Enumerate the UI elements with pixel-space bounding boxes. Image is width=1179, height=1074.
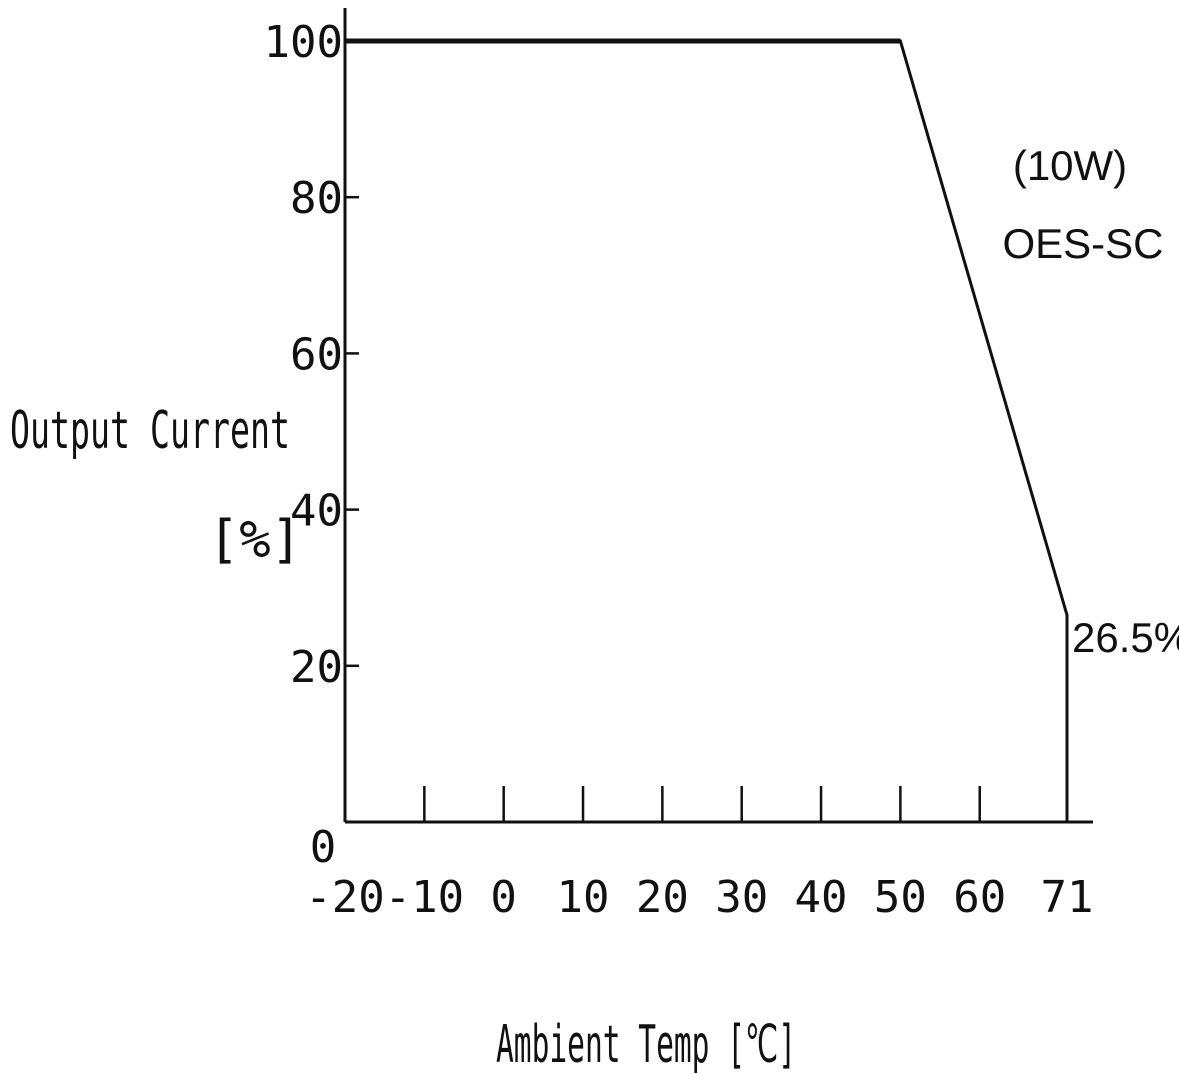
x-tick-label: 60 (953, 872, 1006, 923)
x-tick-label: 10 (557, 872, 610, 923)
y-tick-label: 60 (290, 329, 343, 380)
model-label-line2: OES-SC (1002, 220, 1163, 267)
x-axis-title: Ambient Temp [℃] (496, 1015, 796, 1074)
axes (343, 8, 1093, 824)
end-value-label: 26.5% (1072, 614, 1179, 661)
x-tick-label: 20 (636, 872, 689, 923)
y-tick-label: 80 (290, 173, 343, 224)
x-tick-label: -10 (385, 872, 464, 923)
derating-curve (345, 39, 1069, 822)
x-tick-label: 0 (490, 872, 517, 923)
x-tick-label: 71 (1041, 872, 1094, 923)
model-label-line1: (10W) (1013, 142, 1127, 189)
y-tick-label: 100 (264, 17, 343, 68)
y-tick-label: 40 (290, 486, 343, 537)
x-tick-label: -20 (305, 872, 384, 923)
x-tick-label: 40 (795, 872, 848, 923)
y-axis-title-line1: Output Current (10, 401, 290, 461)
x-ticks: -20 -10 0 10 20 30 40 50 60 71 (305, 786, 1093, 923)
series-group (345, 38, 1069, 822)
y-tick-label: 0 (310, 822, 337, 873)
y-tick-label: 20 (290, 642, 343, 693)
x-tick-label: 30 (715, 872, 768, 923)
y-axis-title-line2: [%] (208, 510, 302, 570)
x-tick-label: 50 (874, 872, 927, 923)
y-ticks: 0 20 40 60 80 100 (264, 17, 359, 873)
